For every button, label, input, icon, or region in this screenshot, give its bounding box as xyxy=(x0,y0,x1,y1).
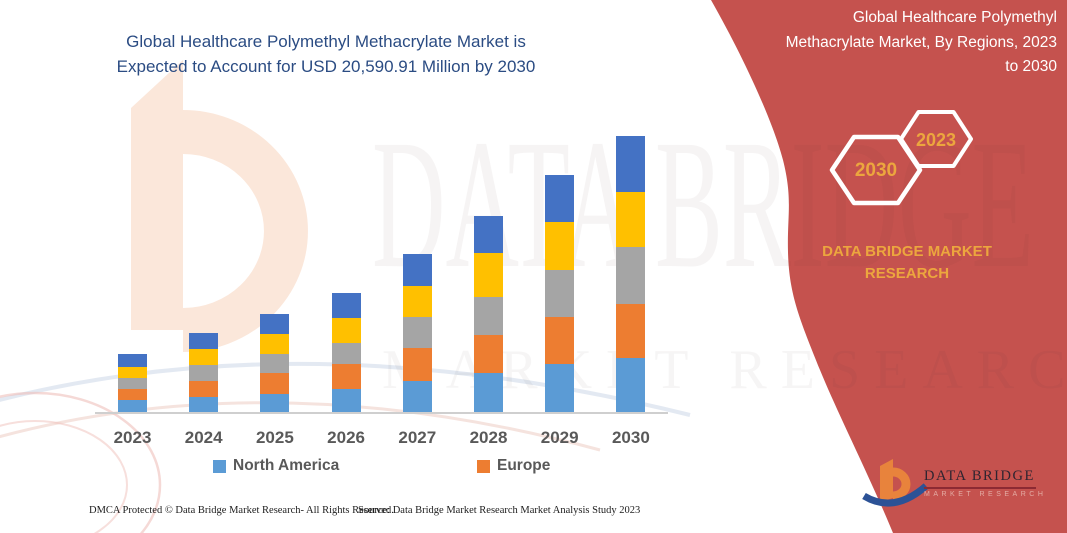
bar-segment-2028-series3 xyxy=(474,297,503,335)
hexagon-2030 xyxy=(829,134,923,206)
bar-segment-2026-series3 xyxy=(331,343,361,364)
bar-segment-2024-series2 xyxy=(189,381,219,397)
bar-segment-2029-series3 xyxy=(545,270,575,317)
watermark-b-stem xyxy=(131,60,183,330)
bar-segment-2028-series5 xyxy=(474,216,503,253)
banner-line2: Methacrylate Market, By Regions, 2023 xyxy=(785,33,1057,51)
x-tick-2030: 2030 xyxy=(611,428,650,447)
legend-swatch-europe xyxy=(477,459,490,473)
source-note: Source: Data Bridge Market Research Mark… xyxy=(358,505,641,516)
chart-title: Global Healthcare Polymethyl Methacrylat… xyxy=(90,30,562,79)
x-tick-2024: 2024 xyxy=(184,428,223,447)
bar-segment-2024-series4 xyxy=(189,349,219,365)
bar-segment-2024-series1 xyxy=(189,397,219,412)
chart-title-line1: Global Healthcare Polymethyl Methacrylat… xyxy=(126,32,526,51)
bar-segment-2029-series4 xyxy=(545,222,575,270)
banner-line3: to 2030 xyxy=(1005,58,1057,75)
data-bridge-logo: DATA BRIDGE MARKET RESEARCH xyxy=(862,452,1062,516)
bar-segment-2026-series2 xyxy=(331,364,361,389)
logo-name: DATA BRIDGE xyxy=(924,468,1035,484)
legend-item-europe: Europe xyxy=(477,457,550,475)
bar-segment-2027-series3 xyxy=(402,317,432,348)
bar-segment-2024-series5 xyxy=(189,333,219,349)
bar-segment-2026-series5 xyxy=(331,293,361,318)
watermark-swoosh-blue xyxy=(0,361,691,417)
bar-segment-2029-series5 xyxy=(545,175,575,222)
bar-segment-2023-series3 xyxy=(118,378,147,389)
bar-segment-2030-series1 xyxy=(616,358,646,412)
bar-segment-2025-series1 xyxy=(260,394,290,412)
x-tick-2026: 2026 xyxy=(327,428,365,447)
bar-segment-2030-series4 xyxy=(616,192,646,247)
bar-segment-2027-series4 xyxy=(402,286,432,317)
brand-text: DATA BRIDGE MARKET RESEARCH xyxy=(812,241,1002,285)
bar-segment-2023-series2 xyxy=(118,389,147,400)
banner-line1: Global Healthcare Polymethyl xyxy=(852,9,1057,26)
bar-segment-2025-series2 xyxy=(260,373,290,394)
legend-swatch-north-america xyxy=(213,459,226,473)
bar-segment-2027-series5 xyxy=(402,254,432,286)
bar-segment-2030-series3 xyxy=(616,247,646,304)
bar-segment-2030-series5 xyxy=(616,136,646,192)
bar-segment-2029-series1 xyxy=(545,364,575,412)
bar-segment-2027-series1 xyxy=(402,381,432,412)
bar-segment-2025-series4 xyxy=(260,334,290,354)
bar-segment-2023-series5 xyxy=(118,354,147,367)
x-tick-2027: 2027 xyxy=(398,428,437,447)
dmca-notice: DMCA Protected © Data Bridge Market Rese… xyxy=(89,505,394,516)
bar-segment-2026-series4 xyxy=(331,318,361,343)
bar-segment-2029-series2 xyxy=(545,317,575,364)
logo-subtitle: MARKET RESEARCH xyxy=(924,490,1047,498)
bar-segment-2028-series2 xyxy=(474,335,503,373)
x-tick-2029: 2029 xyxy=(540,428,579,447)
x-tick-2025: 2025 xyxy=(255,428,294,447)
bar-segment-2028-series1 xyxy=(474,373,503,412)
logo-b-bowl xyxy=(892,467,911,501)
x-tick-2028: 2028 xyxy=(469,428,508,447)
bar-segment-2023-series1 xyxy=(118,400,147,412)
brand-line1: DATA BRIDGE MARKET xyxy=(822,243,992,260)
bar-segment-2028-series4 xyxy=(474,253,503,297)
hexagon-2023-label: 2023 xyxy=(915,130,957,150)
logo-text-block: DATA BRIDGE MARKET RESEARCH xyxy=(924,468,1059,498)
bar-segment-2024-series3 xyxy=(189,365,219,381)
brand-line2: RESEARCH xyxy=(864,265,950,282)
watermark-circle-inner xyxy=(0,420,128,533)
bar-segment-2026-series1 xyxy=(331,389,361,412)
bar-segment-2025-series5 xyxy=(260,314,290,334)
chart-title-line2: Expected to Account for USD 20,590.91 Mi… xyxy=(116,56,536,76)
watermark-circle-outer xyxy=(0,391,162,533)
bar-segment-2023-series4 xyxy=(118,367,147,378)
red-region-shape xyxy=(711,0,1067,533)
hexagon-2030-label: 2030 xyxy=(854,160,898,181)
banner-title: Global Healthcare Polymethyl Methacrylat… xyxy=(712,6,1057,80)
legend-item-north-america: North America xyxy=(213,457,339,475)
bar-segment-2030-series2 xyxy=(616,304,646,358)
logo-b-stem xyxy=(880,459,893,502)
x-tick-2023: 2023 xyxy=(113,428,152,447)
data-bridge-logo-icon xyxy=(862,459,929,507)
logo-swoosh xyxy=(862,483,929,507)
bar-segment-2025-series3 xyxy=(260,354,290,373)
bar-segment-2027-series2 xyxy=(402,348,432,381)
legend-label-north-america: North America xyxy=(233,457,340,474)
watermark-b-bowl xyxy=(182,110,308,352)
x-axis-line xyxy=(95,412,668,414)
legend-label-europe: Europe xyxy=(497,457,551,474)
logo-divider xyxy=(924,487,1036,489)
